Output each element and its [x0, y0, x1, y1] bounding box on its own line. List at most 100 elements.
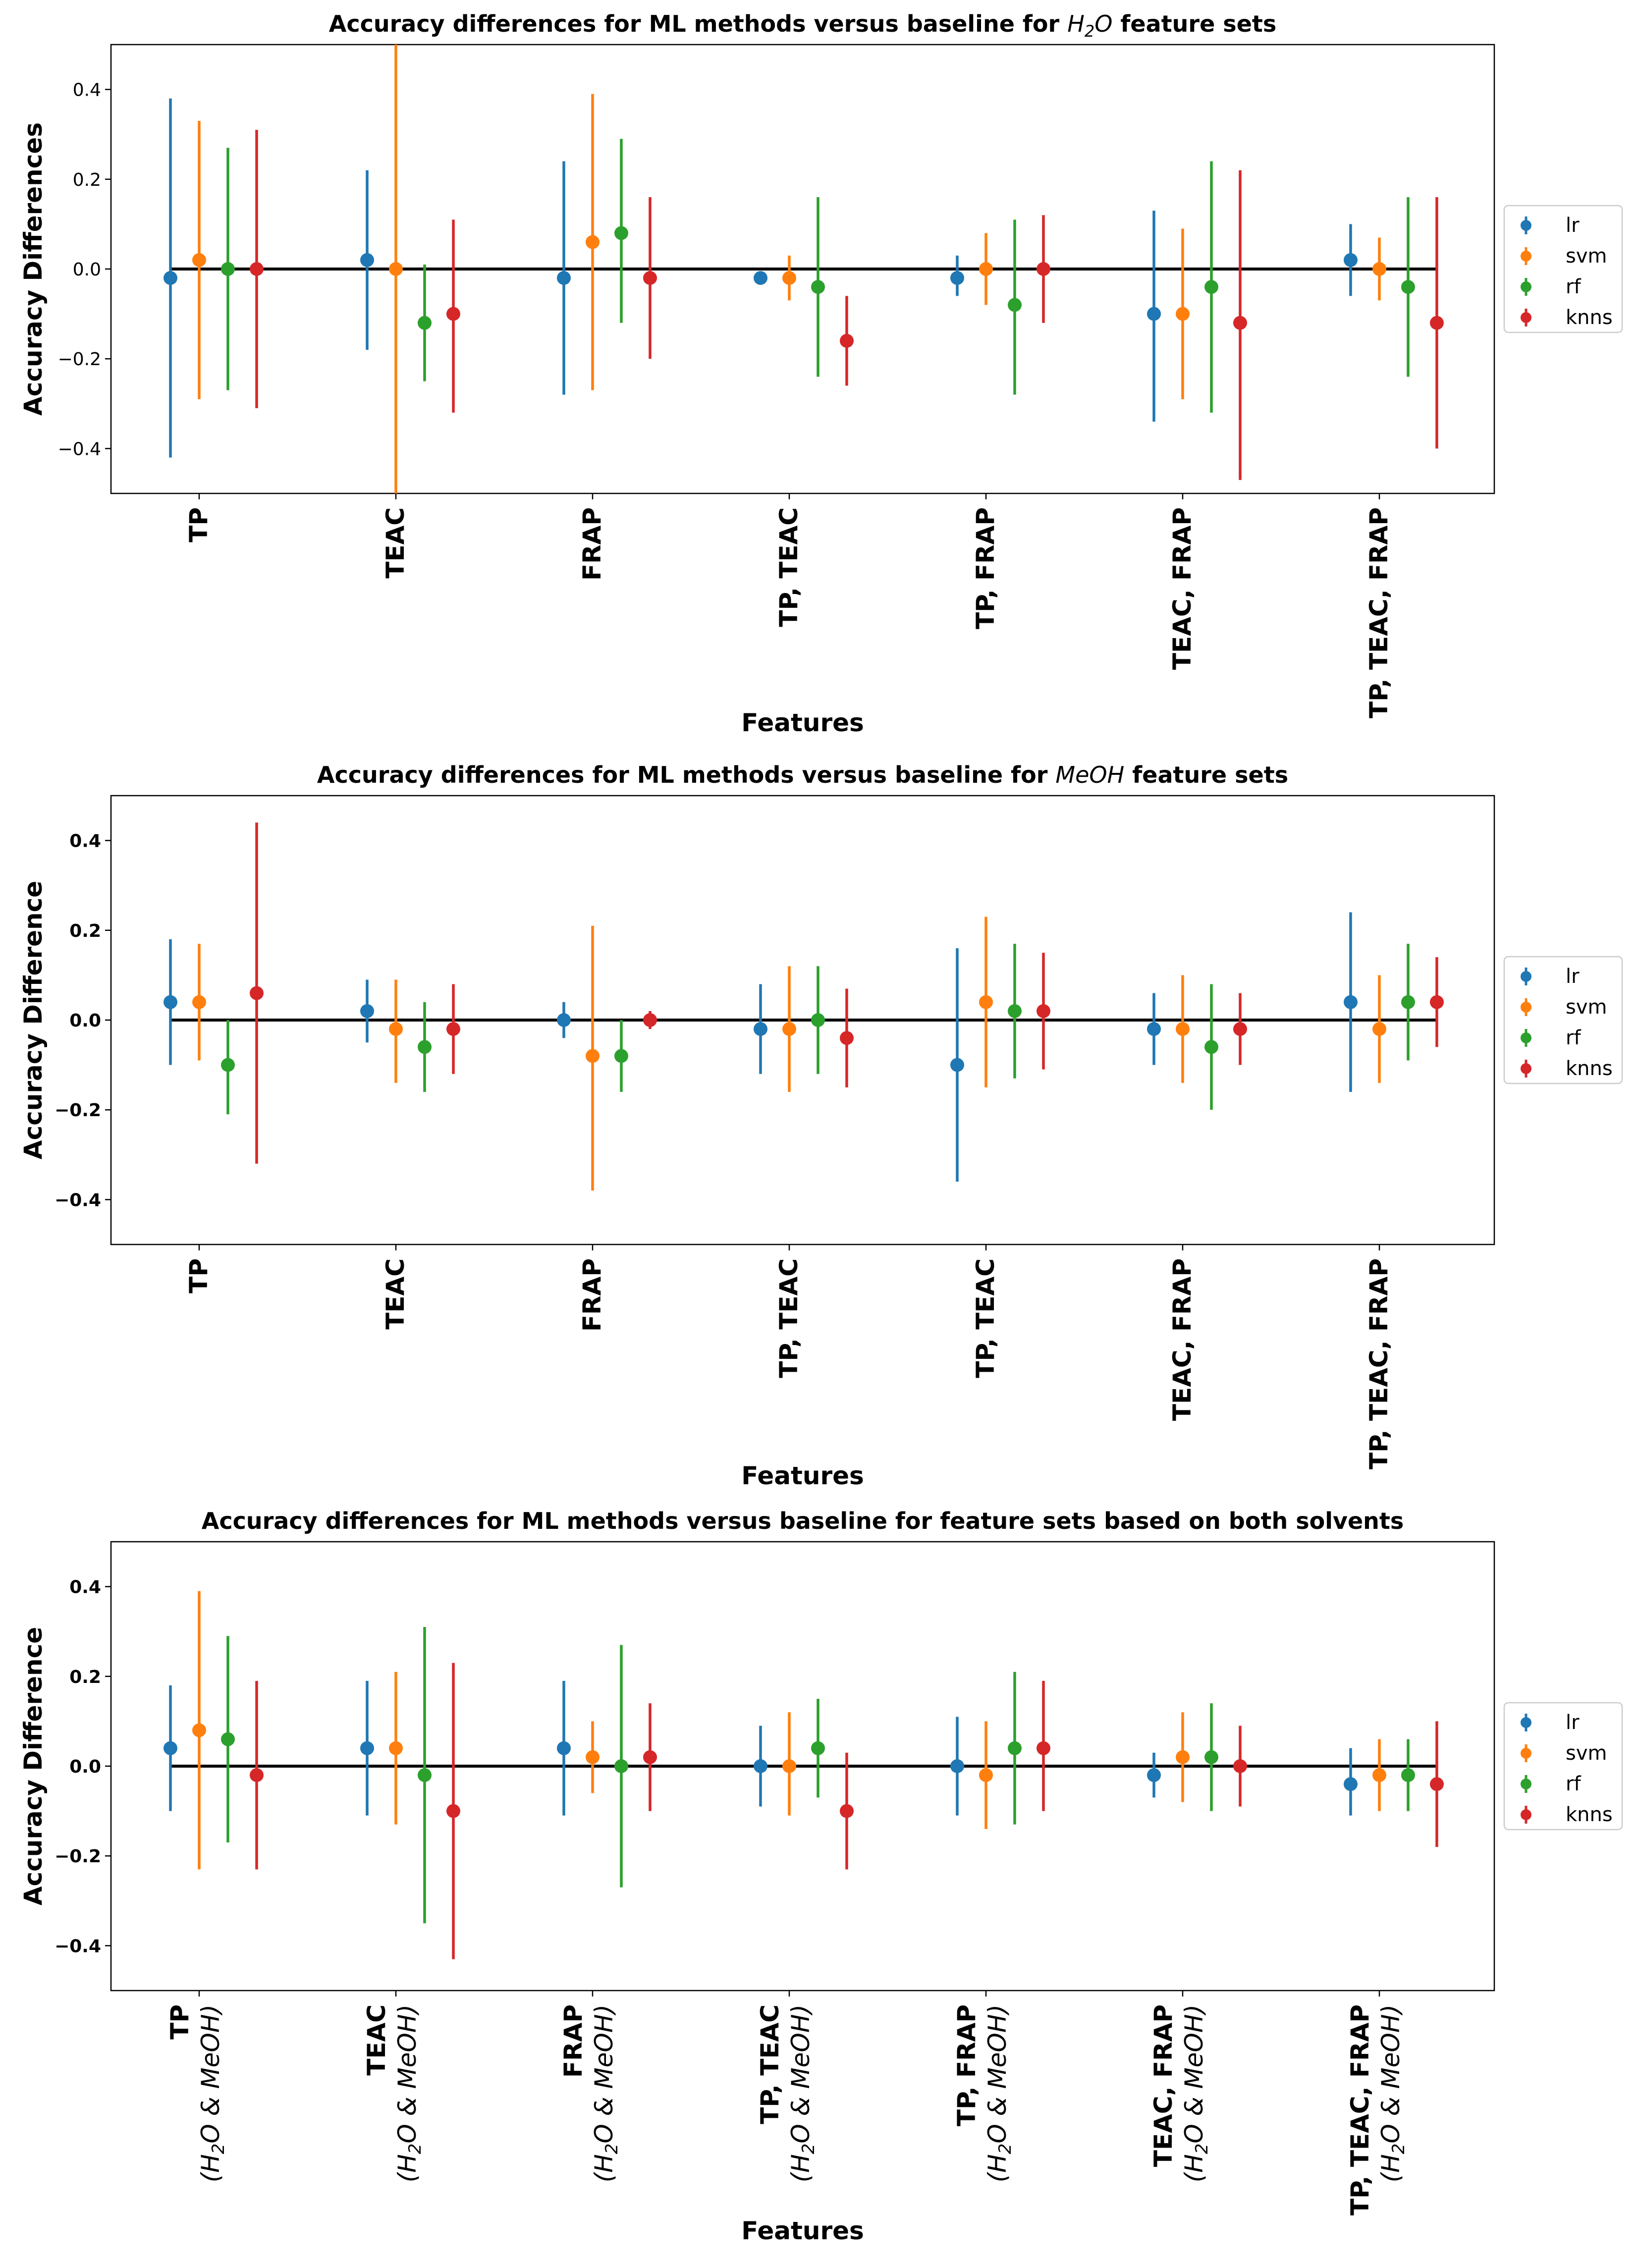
legend-label-knns: knns	[1566, 1803, 1613, 1826]
x-tick-label: TP	[165, 2004, 194, 2040]
legend-point-lr	[1521, 971, 1531, 982]
point-rf	[614, 1759, 628, 1773]
legend-box	[1503, 205, 1623, 333]
y-tick-label: −0.4	[58, 439, 101, 459]
chart-title: Accuracy differences for ML methods vers…	[202, 1508, 1404, 1534]
point-lr	[164, 995, 177, 1009]
y-axis-label: Accuracy Differences	[19, 122, 48, 416]
point-svm	[979, 262, 993, 276]
point-knns	[1233, 1759, 1247, 1773]
legend: lr svm rf knns	[1503, 1702, 1623, 1831]
point-svm	[1176, 1750, 1190, 1764]
point-svm	[1176, 307, 1190, 321]
x-tick-label: TP, TEAC	[971, 1258, 1000, 1378]
point-lr	[1344, 1777, 1358, 1791]
point-svm	[782, 271, 796, 285]
x-tick-label: TEAC	[381, 507, 410, 579]
legend-label-lr: lr	[1566, 1711, 1580, 1734]
point-lr	[360, 253, 374, 267]
point-lr	[754, 1759, 767, 1773]
x-tick-label: TP, TEAC, FRAP	[1346, 2004, 1374, 2215]
point-knns	[250, 986, 264, 1000]
x-axis-label: Features	[741, 1461, 864, 1490]
legend-label-knns: knns	[1566, 1057, 1613, 1080]
point-knns	[643, 271, 657, 285]
point-rf	[418, 316, 432, 330]
legend-point-knns	[1521, 1809, 1531, 1820]
point-lr	[360, 1004, 374, 1018]
x-tick-sublabel: (H2O & MeOH)	[786, 2004, 818, 2182]
point-lr	[164, 271, 177, 285]
x-tick-sublabel: (H2O & MeOH)	[590, 2004, 622, 2182]
y-tick-label: 0.4	[69, 1577, 101, 1598]
series-marks	[164, 822, 1444, 1191]
point-rf	[614, 1049, 628, 1063]
point-knns	[1037, 262, 1050, 276]
point-svm	[979, 1768, 993, 1782]
point-knns	[250, 262, 264, 276]
x-tick-label: TEAC, FRAP	[1168, 1258, 1197, 1421]
point-lr	[164, 1741, 177, 1755]
legend-point-lr	[1521, 1717, 1531, 1728]
legend-box	[1503, 956, 1623, 1084]
point-knns	[446, 1022, 460, 1036]
y-axis-label: Accuracy Difference	[19, 881, 48, 1159]
point-knns	[840, 1804, 854, 1818]
x-tick-label: TEAC	[362, 2004, 391, 2076]
point-svm	[586, 1750, 600, 1764]
point-rf	[418, 1040, 432, 1054]
point-svm	[1372, 1768, 1386, 1782]
series-marks	[164, 45, 1444, 493]
x-tick-label: FRAP	[578, 507, 606, 581]
point-rf	[1204, 1750, 1218, 1764]
x-tick-label: TP, TEAC	[756, 2004, 784, 2124]
legend-point-svm	[1521, 1748, 1531, 1759]
legend-label-svm: svm	[1566, 1742, 1607, 1765]
point-knns	[840, 1031, 854, 1045]
y-tick-label: 0.0	[73, 260, 101, 280]
point-svm	[1372, 1022, 1386, 1036]
point-svm	[782, 1022, 796, 1036]
y-tick-label: −0.4	[55, 1190, 101, 1210]
point-lr	[557, 271, 571, 285]
point-lr	[950, 1058, 964, 1072]
point-lr	[1344, 253, 1358, 267]
chart-panel-2: Accuracy differences for ML methods vers…	[19, 761, 1623, 1490]
legend-label-svm: svm	[1566, 245, 1607, 268]
point-lr	[754, 271, 767, 285]
y-tick-label: −0.4	[55, 1936, 101, 1956]
x-tick-label: TEAC	[381, 1258, 410, 1330]
point-rf	[1008, 1741, 1022, 1755]
point-knns	[1037, 1004, 1050, 1018]
x-tick-label: TEAC, FRAP	[1149, 2004, 1178, 2167]
point-svm	[1176, 1022, 1190, 1036]
point-lr	[557, 1013, 571, 1027]
y-tick-label: −0.2	[55, 1846, 101, 1867]
x-tick-label: TP, FRAP	[952, 2004, 981, 2126]
legend-label-rf: rf	[1566, 275, 1581, 298]
x-tick-label: TP, FRAP	[971, 507, 1000, 629]
point-rf	[221, 262, 235, 276]
point-knns	[840, 333, 854, 348]
point-lr	[1344, 995, 1358, 1009]
legend: lr svm rf knns	[1503, 205, 1623, 333]
point-knns	[643, 1013, 657, 1027]
point-rf	[1008, 1004, 1022, 1018]
x-tick-label: TP, TEAC	[774, 507, 803, 627]
point-rf	[1401, 1768, 1415, 1782]
chart-title: Accuracy differences for ML methods vers…	[329, 10, 1277, 41]
chart-panel-3: Accuracy differences for ML methods vers…	[19, 1508, 1623, 2245]
point-knns	[446, 1804, 460, 1818]
legend-label-rf: rf	[1566, 1026, 1581, 1049]
legend-point-rf	[1521, 1032, 1531, 1043]
legend-point-rf	[1521, 1779, 1531, 1789]
point-svm	[782, 1759, 796, 1773]
point-knns	[643, 1750, 657, 1764]
legend-point-knns	[1521, 312, 1531, 323]
y-tick-label: −0.2	[58, 349, 101, 370]
series-marks	[164, 1591, 1444, 1959]
x-tick-label: FRAP	[578, 1258, 606, 1332]
point-rf	[614, 226, 628, 240]
point-lr	[1147, 1768, 1161, 1782]
point-lr	[1147, 1022, 1161, 1036]
